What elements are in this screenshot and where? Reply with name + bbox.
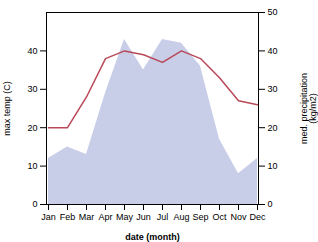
svg-text:May: May <box>116 212 134 222</box>
svg-text:med. precipitation(kg/m2): med. precipitation(kg/m2) <box>299 73 318 144</box>
svg-text:30: 30 <box>268 84 278 94</box>
svg-text:40: 40 <box>27 46 37 56</box>
svg-text:Jun: Jun <box>136 212 151 222</box>
svg-text:Jul: Jul <box>157 212 169 222</box>
svg-text:10: 10 <box>268 161 278 171</box>
svg-text:20: 20 <box>268 123 278 133</box>
svg-text:10: 10 <box>27 161 37 171</box>
svg-text:Feb: Feb <box>60 212 76 222</box>
svg-text:Oct: Oct <box>212 212 227 222</box>
svg-text:max temp (C): max temp (C) <box>2 81 12 136</box>
svg-text:30: 30 <box>27 84 37 94</box>
svg-text:Mar: Mar <box>79 212 95 222</box>
svg-text:Sep: Sep <box>192 212 208 222</box>
svg-text:0: 0 <box>32 199 37 209</box>
svg-text:Apr: Apr <box>98 212 112 222</box>
svg-text:0: 0 <box>268 199 273 209</box>
svg-text:Jan: Jan <box>41 212 56 222</box>
svg-text:Dec: Dec <box>249 212 266 222</box>
svg-text:50: 50 <box>268 7 278 17</box>
svg-text:Nov: Nov <box>230 212 247 222</box>
svg-text:40: 40 <box>268 46 278 56</box>
svg-text:date (month): date (month) <box>125 232 180 242</box>
svg-text:Aug: Aug <box>173 212 189 222</box>
svg-text:20: 20 <box>27 123 37 133</box>
